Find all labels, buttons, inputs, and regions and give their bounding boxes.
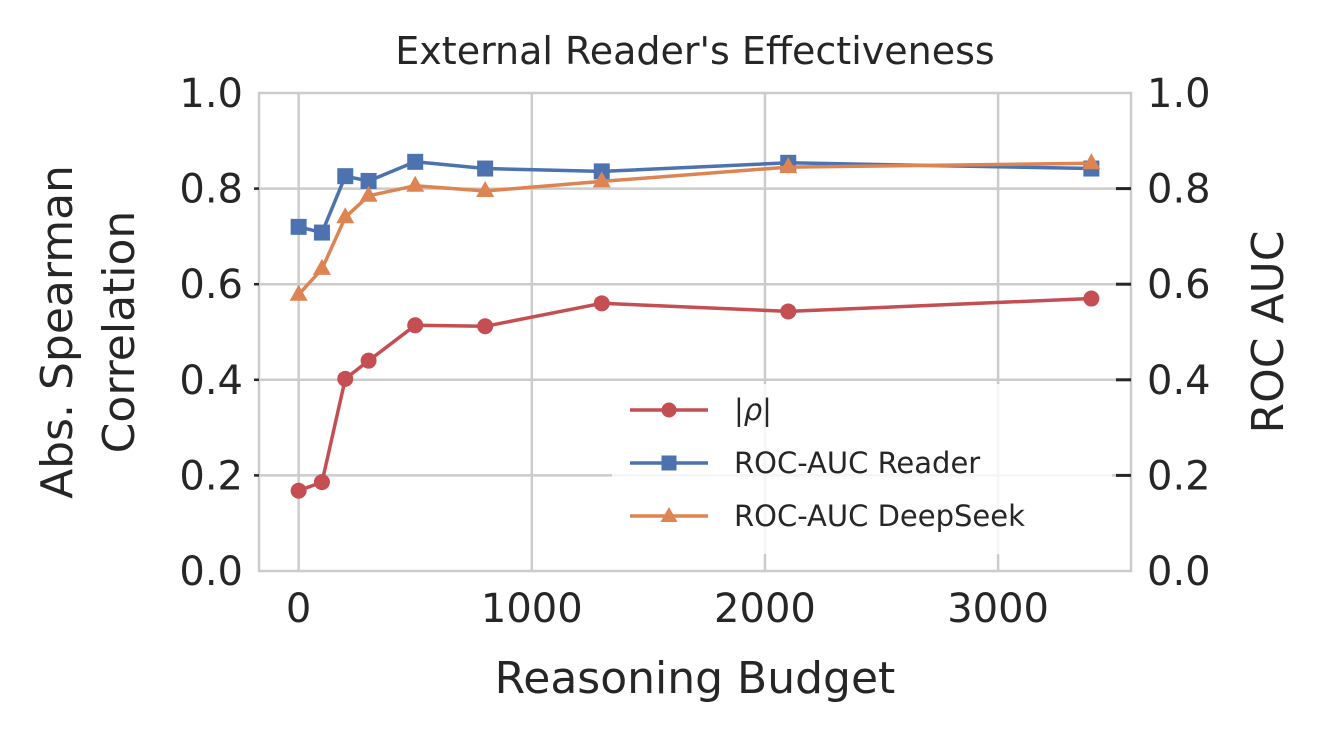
legend-marker-triangle: [660, 507, 678, 522]
legend-marker-square: [661, 455, 677, 471]
data-point-roc-auc-reader: [407, 153, 424, 170]
y-axis-label-line-1: Abs. Spearman: [32, 165, 83, 499]
data-point-rho: [1083, 290, 1100, 307]
data-point-roc-auc-deepseek: [592, 171, 611, 188]
data-point-roc-auc-reader: [360, 172, 377, 189]
data-point-rho: [407, 317, 424, 334]
series-layer: [289, 153, 1101, 499]
legend-box: [612, 384, 1112, 554]
axis-ticks: 0 1000 2000 3000 0.0 0.0 0.2 0.2 0.4 0.4 0.6 0.6 0.8…: [179, 71, 1210, 632]
data-point-rho: [360, 352, 377, 369]
y-tick-label: 0.8: [179, 167, 243, 213]
y2-tick-label: 1.0: [1147, 71, 1211, 117]
x-tick-label: 3000: [947, 586, 1049, 632]
data-point-roc-auc-deepseek: [476, 180, 495, 197]
data-point-roc-auc-reader: [337, 168, 354, 185]
y2-tick-label: 0.4: [1147, 358, 1211, 404]
y-tick-label: 0.0: [179, 549, 243, 595]
y-tick-label: 0.2: [179, 453, 243, 499]
data-point-roc-auc-deepseek: [312, 258, 331, 275]
y2-tick-label: 0.2: [1147, 453, 1211, 499]
legend-label-reader: ROC-AUC Reader: [734, 446, 980, 480]
x-axis-label: Reasoning Budget: [495, 653, 896, 704]
data-point-rho: [290, 482, 307, 499]
legend-label-deepseek: ROC-AUC DeepSeek: [734, 499, 1025, 533]
data-point-rho: [337, 370, 354, 387]
y2-tick-label: 0.8: [1147, 167, 1211, 213]
chart-title: External Reader's Effectiveness: [395, 29, 994, 73]
data-point-roc-auc-deepseek: [359, 185, 378, 202]
data-point-rho: [477, 318, 494, 335]
y-axis-label-line-2: Correlation: [94, 211, 145, 454]
y-tick-label: 1.0: [179, 71, 243, 117]
data-point-rho: [313, 474, 330, 491]
data-point-roc-auc-deepseek: [336, 207, 355, 224]
x-tick-label: 1000: [481, 586, 583, 632]
y-tick-label: 0.4: [179, 358, 243, 404]
legend: |ρ| ROC-AUC Reader ROC-AUC DeepSeek: [612, 384, 1112, 554]
data-point-roc-auc-deepseek: [779, 157, 798, 174]
data-point-roc-auc-deepseek: [1082, 153, 1101, 170]
data-point-rho: [780, 303, 797, 320]
y2-tick-label: 0.6: [1147, 262, 1211, 308]
series-line-roc-auc-reader: [298, 160, 1092, 235]
data-point-roc-auc-reader: [593, 163, 610, 180]
data-point-roc-auc-deepseek: [406, 175, 425, 192]
data-point-roc-auc-deepseek: [289, 284, 308, 301]
legend-marker-circle: [661, 402, 677, 418]
legend-label-rho: |ρ|: [734, 393, 772, 427]
data-point-roc-auc-reader: [313, 224, 330, 241]
x-tick-label: 2000: [714, 586, 816, 632]
y2-tick-label: 0.0: [1147, 549, 1211, 595]
plot-frame: [257, 91, 1133, 573]
data-point-rho: [593, 295, 610, 312]
data-point-roc-auc-reader: [290, 218, 307, 235]
data-point-roc-auc-reader: [477, 160, 494, 177]
x-tick-label: 0: [286, 586, 311, 632]
y2-axis-label: ROC AUC: [1243, 231, 1294, 434]
y-tick-label: 0.6: [179, 262, 243, 308]
